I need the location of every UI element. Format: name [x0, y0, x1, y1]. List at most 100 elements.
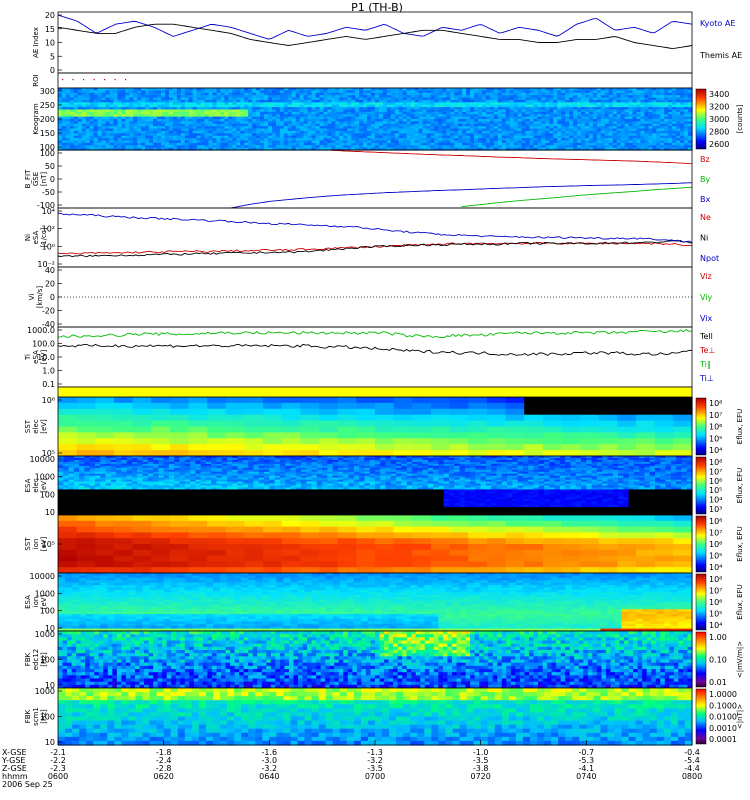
heat-cell: [319, 128, 325, 132]
heat-cell: [116, 489, 122, 492]
heat-cell: [628, 102, 634, 106]
heat-cell: [505, 133, 511, 137]
heat-cell: [355, 114, 360, 118]
heat-cell: [129, 90, 134, 94]
heat-cell: [295, 123, 301, 127]
heat-cell: [232, 104, 237, 108]
heat-cell: [117, 102, 122, 106]
heat-cell: [303, 111, 309, 115]
heat-cell: [378, 140, 384, 144]
heat-cell: [192, 121, 198, 125]
heat-cell: [525, 99, 531, 103]
heat-cell: [497, 111, 503, 115]
heat-cell: [260, 126, 265, 130]
heat-cell: [79, 465, 86, 469]
heat-cell: [84, 471, 91, 475]
heat-cell: [505, 130, 511, 134]
heat-cell: [61, 88, 67, 91]
heat-cell: [117, 145, 122, 149]
heat-cell: [486, 397, 507, 404]
heat-cell: [248, 99, 253, 103]
heat-cell: [652, 102, 657, 106]
heat-cell: [89, 459, 96, 463]
heat-cell: [557, 126, 562, 130]
heat-cell: [337, 397, 357, 404]
heat-cell: [145, 97, 150, 101]
heat-cell: [414, 97, 420, 101]
heat-cell: [172, 116, 178, 120]
heat-cell: [331, 128, 336, 132]
ytick-label: 10⁶: [42, 396, 55, 405]
heat-cell: [331, 107, 336, 111]
heat-cell: [200, 128, 206, 132]
heat-cell: [89, 111, 95, 115]
heat-cell: [268, 121, 273, 125]
heat-cell: [359, 123, 364, 127]
heat-cell: [585, 92, 590, 96]
heat-cell: [248, 121, 253, 125]
heat-cell: [204, 147, 210, 151]
heat-cell: [501, 119, 507, 122]
heat-cell: [133, 142, 138, 146]
heat-cell: [85, 135, 91, 139]
heat-cell: [612, 116, 618, 120]
series-line: [57, 240, 693, 258]
heat-cell: [232, 123, 237, 127]
heat-cell: [577, 147, 582, 151]
heat-cell: [133, 133, 138, 137]
heat-cell: [319, 130, 325, 134]
heat-cell: [339, 99, 344, 103]
heat-cell: [382, 147, 388, 151]
heat-cell: [652, 121, 657, 125]
heat-cell: [327, 88, 333, 91]
heat-cell: [212, 123, 218, 127]
heat-cell: [109, 92, 115, 96]
heat-cell: [640, 135, 646, 139]
heat-cell: [371, 95, 376, 99]
heat-cell: [95, 438, 115, 445]
heat-cell: [462, 95, 467, 99]
heat-cell: [307, 92, 313, 96]
heat-cell: [598, 397, 619, 404]
panel-ylabel: TieSA[eV]: [24, 349, 48, 364]
heat-cell: [680, 123, 685, 127]
heat-cell: [149, 111, 154, 115]
heat-cell: [509, 140, 515, 144]
heat-cell: [149, 114, 154, 118]
heat-cell: [569, 109, 574, 113]
heat-cell: [315, 99, 321, 103]
heat-cell: [620, 92, 626, 96]
heat-cell: [335, 99, 340, 103]
heat-cell: [172, 128, 178, 132]
heat-cell: [327, 92, 333, 96]
heat-cell: [553, 128, 558, 132]
heat-cell: [113, 140, 119, 144]
heat-cell: [542, 438, 563, 445]
heat-cell: [216, 109, 222, 113]
heat-cell: [367, 107, 372, 111]
heat-cell: [676, 90, 681, 94]
heat-cell: [375, 414, 395, 422]
heat-cell: [212, 109, 218, 113]
heat-cell: [414, 121, 420, 125]
heat-cell: [371, 126, 376, 130]
heat-cell: [668, 123, 673, 127]
heat-cell: [172, 138, 178, 142]
heat-cell: [640, 95, 646, 99]
heat-cell: [180, 114, 186, 118]
heat-cell: [105, 461, 112, 465]
heat-cell: [113, 133, 119, 137]
heat-cell: [466, 142, 471, 146]
heat-cell: [375, 140, 380, 144]
heat-cell: [688, 88, 693, 91]
heat-cell: [458, 138, 463, 142]
heat-cell: [295, 90, 301, 94]
heat-cell: [569, 126, 574, 130]
heat-cell: [343, 95, 348, 99]
heat-cell: [557, 140, 562, 144]
heat-cell: [63, 511, 70, 514]
heat-cell: [529, 133, 535, 137]
heat-cell: [390, 104, 396, 108]
heat-cell: [109, 104, 115, 108]
heat-cell: [565, 142, 570, 146]
